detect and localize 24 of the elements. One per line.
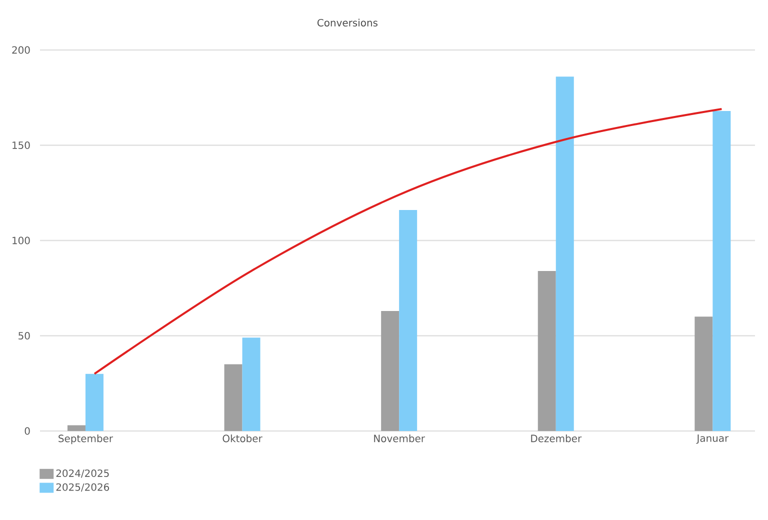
y-tick-label: 200 xyxy=(12,46,30,54)
x-tick-label: Januar xyxy=(696,434,729,444)
legend-label: 2024/2025 xyxy=(56,469,109,478)
y-tick-label: 50 xyxy=(18,332,30,340)
legend-label: 2025/2026 xyxy=(56,483,110,492)
x-tick-label: Dezember xyxy=(531,434,582,442)
x-tick-label: September xyxy=(58,434,114,444)
x-tick-label: Oktober xyxy=(222,434,262,442)
x-tick-label: November xyxy=(374,434,425,442)
bar xyxy=(67,425,86,431)
y-tick-label: 100 xyxy=(12,236,30,244)
bar xyxy=(712,110,731,431)
bar xyxy=(556,76,574,431)
line-series xyxy=(93,108,723,375)
y-tick-label: 150 xyxy=(12,141,30,149)
bar xyxy=(399,210,418,431)
bar xyxy=(381,310,400,431)
bar xyxy=(224,364,242,431)
bar xyxy=(242,338,260,431)
y-tick-label: 0 xyxy=(24,427,30,435)
chart-title: Conversions xyxy=(317,18,378,26)
bar xyxy=(538,270,556,431)
bar xyxy=(694,316,713,431)
bar xyxy=(85,374,104,431)
